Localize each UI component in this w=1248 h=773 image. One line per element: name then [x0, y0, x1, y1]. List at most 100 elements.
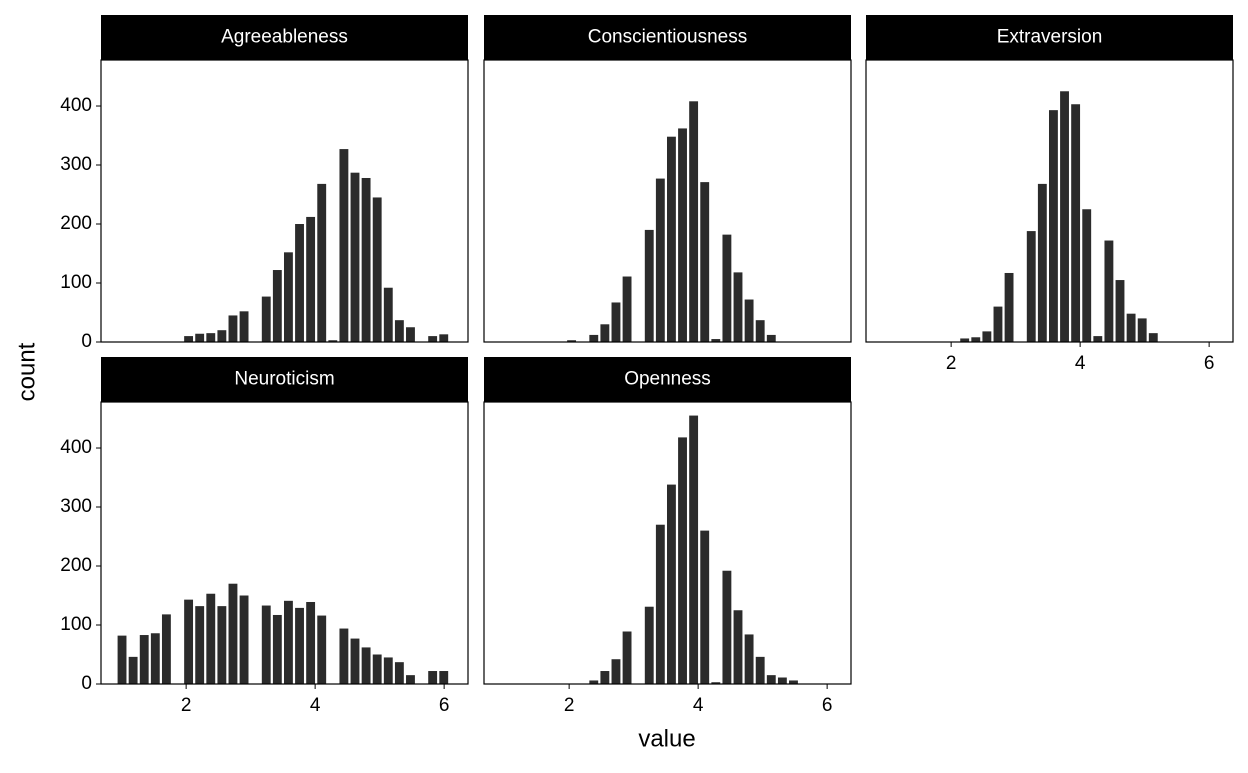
y-tick-label: 100: [60, 272, 92, 293]
bar: [755, 656, 765, 684]
bar: [272, 270, 282, 342]
bar: [600, 324, 610, 342]
bar: [1126, 313, 1136, 342]
bar: [306, 601, 316, 684]
bar: [567, 340, 577, 342]
bar: [283, 600, 293, 684]
bar: [1148, 333, 1158, 342]
bar: [622, 276, 632, 342]
bar: [406, 675, 415, 684]
bar: [744, 299, 754, 342]
bar: [1037, 183, 1047, 342]
bar: [611, 302, 621, 342]
bar: [1093, 336, 1103, 342]
bar: [206, 333, 216, 342]
bar: [971, 337, 981, 342]
bar: [406, 327, 415, 342]
bar: [1104, 240, 1114, 342]
bar: [678, 128, 687, 342]
bar: [1137, 318, 1147, 342]
bar: [722, 234, 732, 342]
bar: [655, 178, 665, 342]
bar: [184, 336, 194, 342]
bar: [733, 272, 743, 342]
bar: [689, 415, 699, 684]
x-tick-label: 6: [439, 695, 450, 716]
bar: [195, 606, 205, 684]
bar: [700, 182, 710, 342]
strip: [866, 15, 1233, 60]
bar: [722, 570, 732, 684]
bar: [1071, 104, 1081, 343]
panel-title: Neuroticism: [234, 369, 334, 390]
bar: [295, 607, 304, 684]
bar: [383, 287, 393, 342]
bar: [128, 656, 138, 684]
bar: [261, 296, 271, 342]
bar: [139, 635, 149, 684]
bar: [295, 224, 304, 342]
bar: [161, 614, 171, 684]
panel-border: [865, 59, 1234, 343]
y-tick-label: 0: [81, 331, 92, 352]
bar: [1082, 209, 1092, 342]
y-axis-label: count: [13, 342, 40, 401]
bar: [394, 662, 404, 684]
bar: [383, 657, 393, 684]
bar: [655, 524, 665, 684]
y-tick-label: 400: [60, 437, 92, 458]
x-tick-label: 4: [310, 695, 321, 716]
bar: [733, 610, 743, 684]
bar: [339, 149, 349, 342]
y-tick-label: 200: [60, 555, 92, 576]
bar: [350, 638, 360, 684]
bar: [195, 333, 205, 342]
strip: [484, 357, 851, 402]
bar: [993, 306, 1003, 342]
bar: [306, 216, 316, 342]
bar: [789, 680, 798, 684]
bar: [982, 331, 992, 342]
bar: [700, 530, 710, 684]
x-tick-label: 4: [1075, 353, 1086, 374]
y-tick-label: 100: [60, 614, 92, 635]
x-tick-label: 2: [564, 695, 575, 716]
y-tick-label: 400: [60, 95, 92, 116]
strip: [484, 15, 851, 60]
bar: [766, 334, 776, 342]
bar: [428, 671, 438, 684]
bar: [1004, 272, 1014, 342]
bar: [600, 671, 610, 684]
panel-border: [483, 401, 852, 685]
bar: [766, 675, 776, 684]
bar: [350, 172, 360, 342]
y-tick-label: 0: [81, 673, 92, 694]
bar: [206, 593, 216, 684]
bar: [711, 682, 721, 684]
bar: [239, 595, 249, 684]
bar: [261, 605, 271, 684]
bar: [317, 183, 327, 342]
panel-border: [100, 59, 469, 343]
strip: [101, 15, 468, 60]
bar: [361, 647, 371, 684]
bar: [239, 311, 249, 342]
bar: [678, 437, 687, 684]
bar: [117, 635, 127, 684]
bar: [439, 334, 449, 342]
x-tick-label: 2: [946, 353, 957, 374]
x-tick-label: 6: [1204, 353, 1215, 374]
bar: [777, 677, 787, 684]
bar: [744, 634, 754, 684]
bar: [755, 320, 765, 342]
bar: [960, 338, 970, 342]
bar: [1048, 110, 1058, 342]
bar: [228, 583, 238, 684]
panel-border: [100, 401, 469, 685]
bar: [228, 315, 238, 342]
bar: [1026, 231, 1036, 342]
bar: [372, 654, 382, 684]
bar: [589, 334, 599, 342]
